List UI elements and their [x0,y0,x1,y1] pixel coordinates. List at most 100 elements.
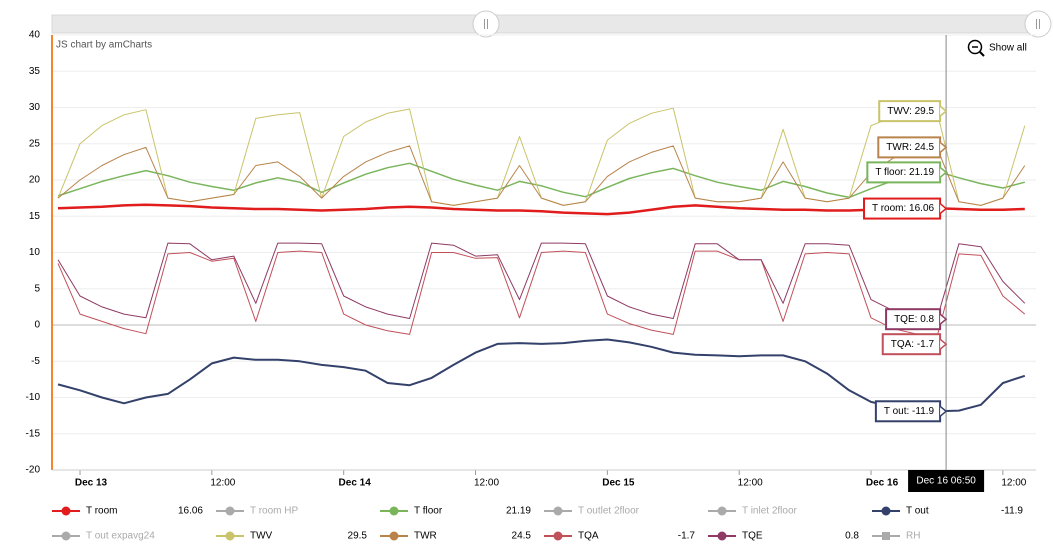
balloon: TQE: 0.8 [885,308,948,331]
legend-item[interactable]: RH [872,531,920,542]
legend-marker [225,531,235,541]
cursor-label-box [908,470,985,492]
balloon: TQA: -1.7 [881,333,948,356]
legend-marker [553,506,563,516]
legend-value: 24.5 [512,531,532,542]
balloon-pointer [939,141,948,153]
balloon: TWV: 29.5 [878,100,948,123]
balloon: T out: -11.9 [874,400,948,423]
legend-marker [882,532,890,540]
legend-value: -11.9 [1001,506,1023,517]
series-line [57,338,1026,413]
x-tick-label: 12:00 [210,478,235,489]
cursor-label: Dec 16 06:50 [908,470,985,492]
legend-item[interactable]: T room HP [216,506,298,517]
balloon-pointer [939,338,948,350]
balloon-pointer [939,405,948,417]
balloon-pointer [939,166,948,178]
y-tick-label: 40 [29,30,41,41]
y-tick-label: -15 [26,428,41,439]
y-tick-label: -5 [31,356,40,367]
legend-item[interactable]: TWV 29.5 [216,531,367,542]
cursor-label-text: Dec 16 06:50 [916,476,976,487]
legend-label: T inlet 2floor [742,506,798,517]
balloon-text: T room: 16.06 [872,203,935,214]
legend-label: T room HP [250,506,298,517]
y-tick-label: 35 [29,66,41,77]
balloon-pointer [939,313,948,325]
scrollbar-handle[interactable] [1024,10,1052,38]
legend-marker [61,531,71,541]
legend-label: T out expavg24 [86,531,155,542]
balloon-text: TQE: 0.8 [894,314,934,325]
balloon-text: T out: -11.9 [884,406,935,417]
legend-value: 0.8 [845,531,859,542]
legend-label: TQA [578,531,599,542]
y-tick-label: 5 [34,283,40,294]
y-tick-label: 10 [29,247,41,258]
balloon-text: T floor: 21.19 [875,167,934,178]
x-tick-label: Dec 15 [602,478,635,489]
x-tick-label: 12:00 [738,478,763,489]
legend-label: T room [86,506,118,517]
y-tick-label: -10 [26,392,41,403]
x-tick-label: 12:00 [474,478,499,489]
legend-item[interactable]: TQA -1.7 [544,531,695,542]
balloon-text: TWV: 29.5 [887,106,934,117]
legend-value: 29.5 [348,531,368,542]
legend-marker [717,506,727,516]
zoom-out-button[interactable]: Show all [967,39,1027,57]
credit[interactable]: JS chart by amCharts [56,40,152,51]
legend-value: -1.7 [678,531,696,542]
series-line [57,162,1025,199]
legend-item[interactable]: T out expavg24 [52,531,155,542]
legend-value: 16.06 [178,506,203,517]
legend-marker [389,531,399,541]
balloon: T room: 16.06 [863,197,948,220]
legend-label: T outlet 2floor [578,506,640,517]
series-line [57,250,1026,338]
series-line [57,242,1026,320]
balloon-pointer [939,202,948,215]
balloon: T floor: 21.19 [866,161,948,184]
scrollbar[interactable] [51,14,1041,34]
legend-label: T floor [414,506,443,517]
legend-label: TWR [414,531,437,542]
legend-marker [225,506,235,516]
zoom-out-label[interactable]: Show all [989,43,1027,54]
balloon: TWR: 24.5 [877,136,948,159]
y-tick-label: 25 [29,138,41,149]
legend-item[interactable]: TWR 24.5 [380,531,531,542]
legend-item[interactable]: T floor 21.19 [380,506,531,517]
series-line [57,145,1026,206]
y-tick-label: 20 [29,175,41,186]
legend-item[interactable]: T out -11.9 [872,506,1023,517]
scrollbar-handle[interactable] [472,10,500,38]
y-tick-label: 15 [29,211,41,222]
legend-marker [717,531,727,541]
x-tick-label: Dec 16 [866,478,899,489]
x-tick-label: Dec 13 [75,478,108,489]
legend-item[interactable]: T outlet 2floor [544,506,640,517]
legend-item[interactable]: T room 16.06 [52,506,203,517]
x-tick-label: Dec 14 [339,478,372,489]
legend-marker [389,506,399,516]
legend-marker [61,506,71,516]
balloon-text: TWR: 24.5 [886,142,934,153]
x-tick-label: 12:00 [1001,478,1026,489]
legend-marker [881,506,891,516]
legend-label: RH [906,531,920,542]
legend-label: T out [906,506,929,517]
y-tick-label: 0 [34,320,40,331]
balloon-pointer [939,105,948,117]
y-tick-label: -20 [26,465,41,476]
legend-label: TQE [742,531,763,542]
legend-value: 21.19 [506,506,531,517]
legend-item[interactable]: T inlet 2floor [708,506,798,517]
legend-label: TWV [250,531,273,542]
balloon-text: TQA: -1.7 [891,339,935,350]
legend-item[interactable]: TQE 0.8 [708,531,859,542]
legend-marker [553,531,563,541]
y-tick-label: 30 [29,102,41,113]
